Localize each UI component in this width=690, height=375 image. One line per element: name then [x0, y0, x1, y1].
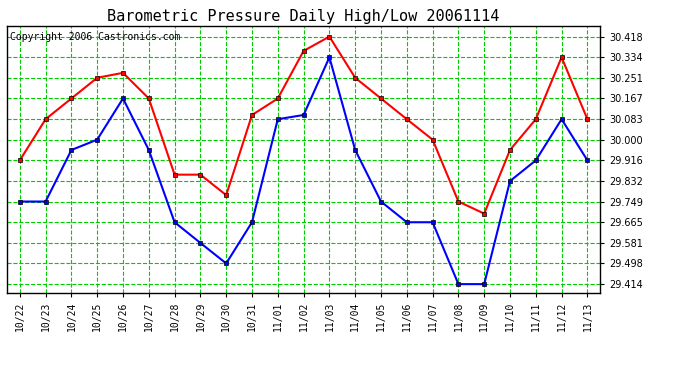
Text: Copyright 2006 Castronics.com: Copyright 2006 Castronics.com — [10, 32, 180, 42]
Title: Barometric Pressure Daily High/Low 20061114: Barometric Pressure Daily High/Low 20061… — [108, 9, 500, 24]
